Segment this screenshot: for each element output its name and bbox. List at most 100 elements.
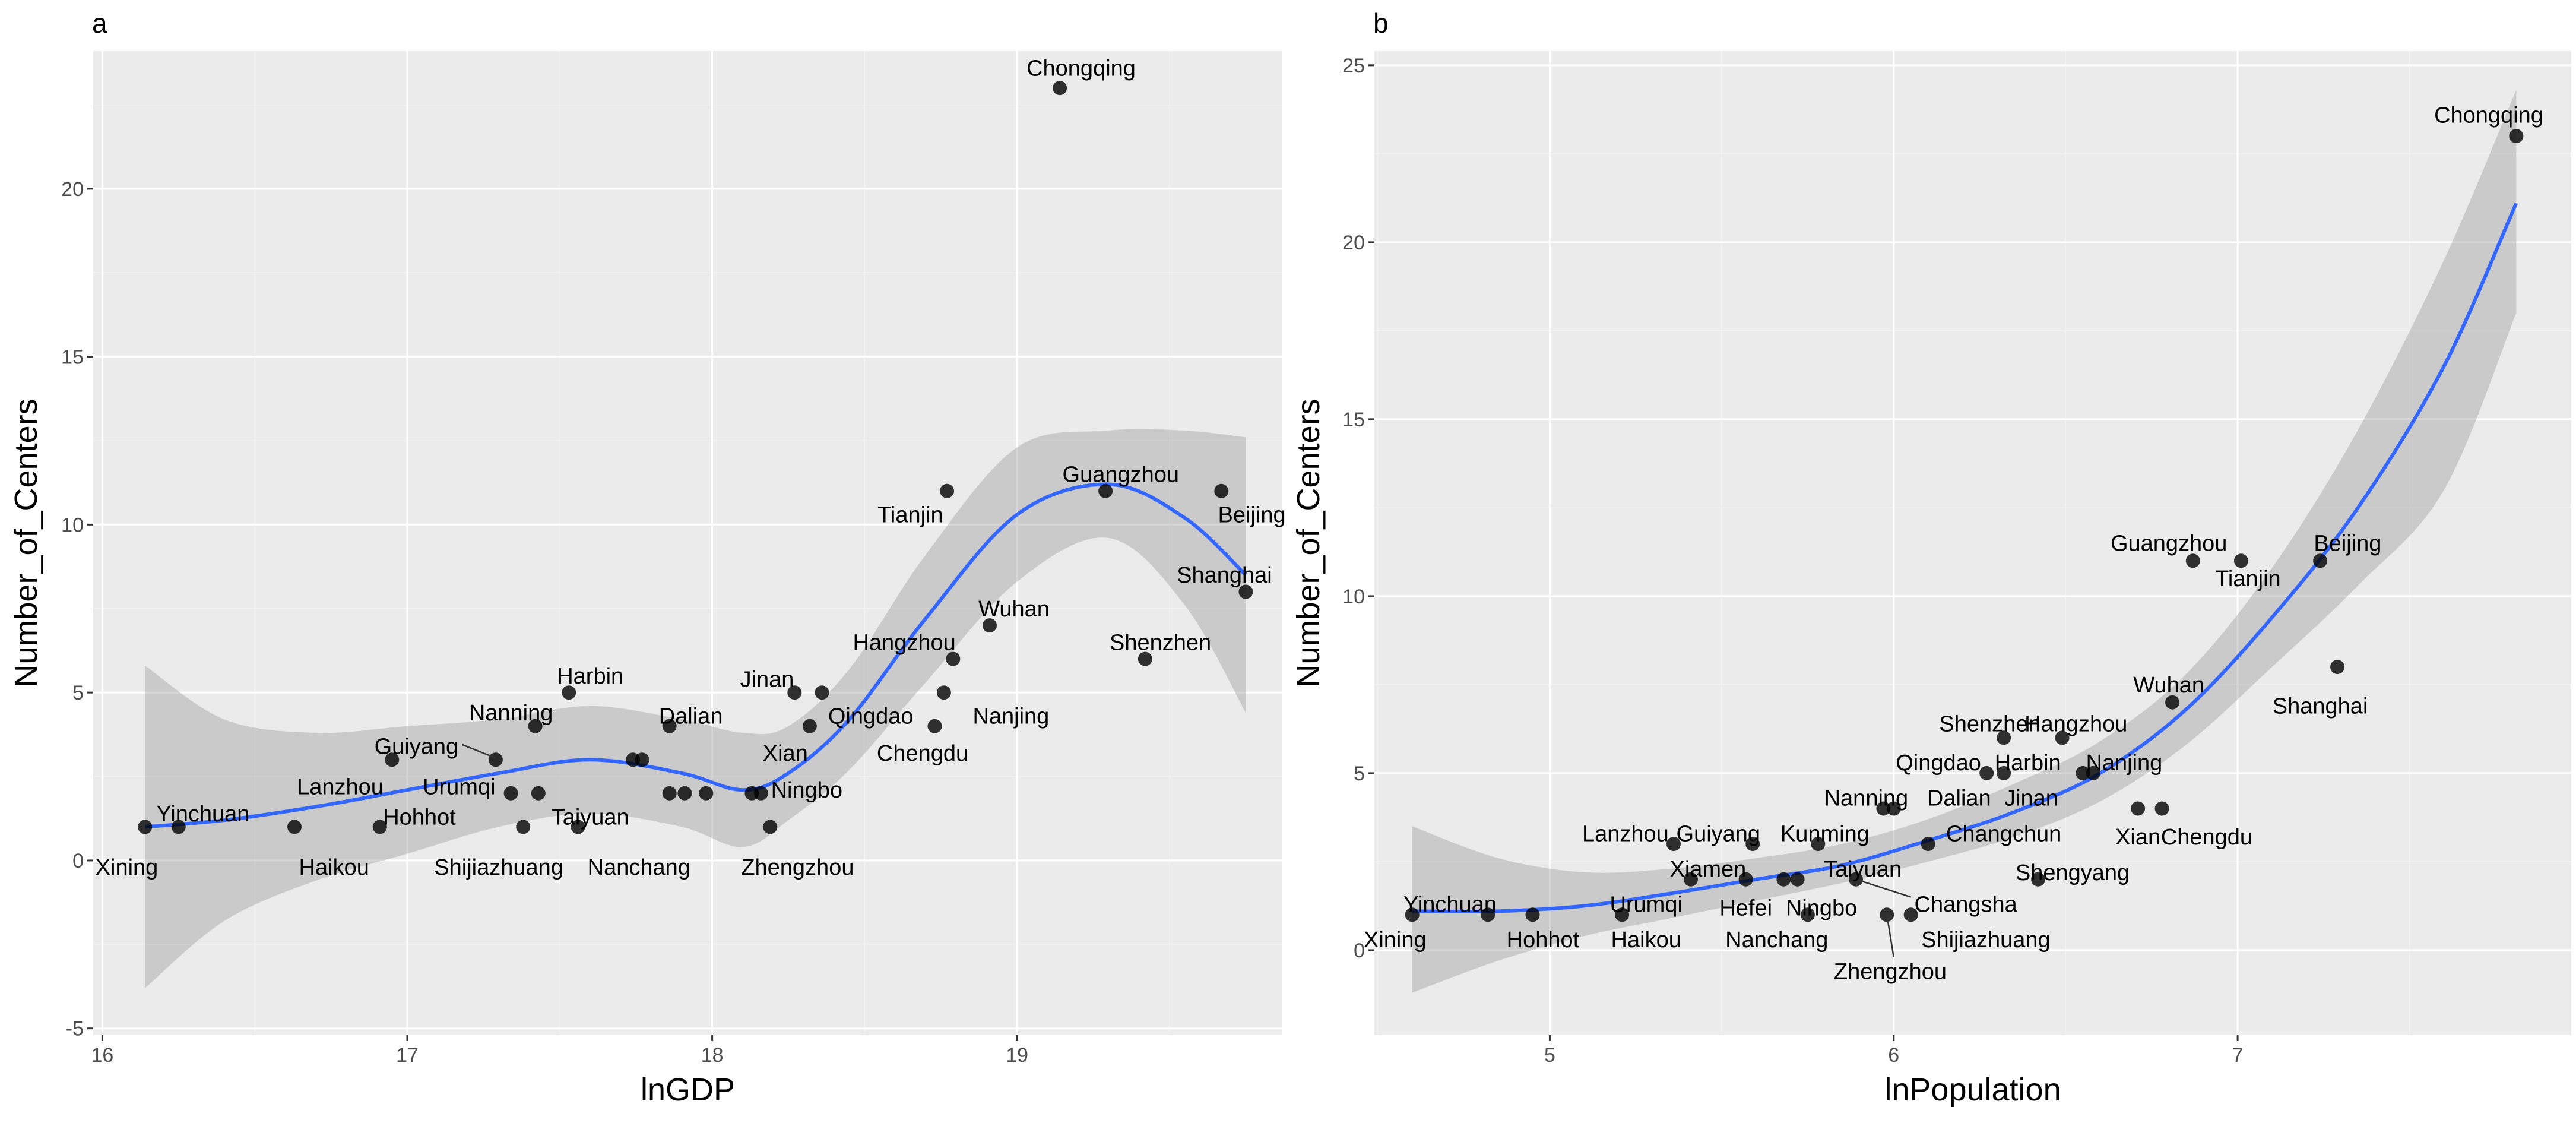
panel-b-points [1405,129,2524,922]
point-label: Hohhot [1507,928,1580,953]
data-point [1738,872,1753,887]
point-label: Guiyang [1677,821,1761,846]
data-point [1997,730,2011,745]
data-point [1405,907,1420,922]
data-point [787,685,802,700]
data-point [1053,81,1067,96]
data-point [2031,872,2046,887]
x-tick-label: 7 [2232,1044,2244,1067]
data-point [1790,872,1805,887]
y-tick-label: 0 [1354,939,1365,962]
data-point [562,685,576,700]
point-label: Ningbo [1786,896,1857,920]
data-point [138,820,153,834]
panel-a-y-axis-title: Number_of_Centers [8,398,44,687]
point-label: Shenzhen [1110,630,1211,655]
data-point [1876,801,1891,816]
data-point [1886,801,1901,816]
point-label: Guangzhou [2111,532,2228,556]
point-label: Nanjing [972,704,1049,729]
panel-b-x-ticks: 5 6 7 [1544,1035,2244,1067]
data-point [1525,907,1540,922]
panel-a-plot-background [93,51,1282,1035]
data-point [662,786,677,801]
point-label: Wuhan [2133,673,2204,698]
y-tick-label: 10 [1342,586,1365,608]
point-label: Xian [2115,825,2160,850]
data-point [2330,660,2345,675]
y-tick-label: 20 [1342,232,1365,254]
panel-a-gridlines [93,51,1282,1035]
data-point [940,483,955,498]
data-point [385,752,400,767]
data-point [1098,483,1113,498]
data-point [1745,837,1760,852]
data-point [1238,584,1253,599]
panel-a-points [138,81,1253,834]
data-point [2509,129,2524,144]
data-point [2233,553,2248,568]
panel-a-label-connectors [461,744,496,759]
panel-a: a Chongqing Tianjin Guangzhou Beijing Shangh… [8,8,1286,1108]
point-label: Jinan [2004,786,2058,811]
data-point [2313,553,2328,568]
point-label: Yinchuan [156,802,249,827]
point-label: Nanning [1824,786,1909,811]
point-label: Nanchang [588,855,690,880]
point-label: Chongqing [1026,56,1136,81]
x-tick-label: 16 [91,1044,113,1067]
y-tick-label: 20 [61,178,84,201]
data-point [927,719,942,733]
data-point [1997,765,2011,780]
data-point [1138,651,1152,666]
point-label: Zhengzhou [741,855,854,880]
data-point [946,651,961,666]
point-label: Taiyuan [1824,857,1902,882]
data-point [1849,872,1863,887]
y-tick-label: 15 [1342,409,1365,431]
y-tick-label: 0 [72,850,84,872]
point-label: Hohhot [383,805,456,830]
data-point [2076,765,2090,780]
data-point [1481,907,1495,922]
data-point [1903,907,1918,922]
data-point [677,786,692,801]
point-label: Shanghai [1177,563,1272,588]
data-point [763,820,778,834]
y-tick-label: 5 [72,682,84,704]
point-label: Shengyang [2016,861,2130,885]
point-label: Xiamen [1669,857,1746,882]
label-connector [461,744,496,759]
data-point [503,786,518,801]
y-tick-label: -5 [66,1018,84,1040]
point-label: Nanjing [2086,751,2162,776]
point-label: Changchun [1946,821,2061,846]
panel-a-x-axis-title: lnGDP [641,1072,735,1108]
point-label: Wuhan [978,597,1050,622]
panel-b-y-ticks: 0 5 10 15 20 25 [1342,55,1374,962]
y-tick-label: 5 [1354,763,1365,785]
data-point [1811,837,1826,852]
point-label: Haikou [1611,928,1681,953]
point-label: Xining [1364,928,1427,953]
point-label: Dalian [1927,786,1991,811]
point-label: Haikou [299,855,369,880]
point-label: Shenzhen [1939,712,2040,737]
data-point [2154,801,2169,816]
point-label: Zhengzhou [1834,960,1947,985]
point-label: Lanzhou [297,775,384,800]
data-point [2055,730,2070,745]
panel-b-plot-background [1374,51,2571,1035]
point-label: Hangzhou [2024,712,2127,737]
panel-a-smooth-line [145,482,1247,829]
panel-a-y-ticks: -5 0 5 10 15 20 [61,178,93,1040]
data-point [372,820,387,834]
data-point [1800,907,1815,922]
panel-b-x-axis-title: lnPopulation [1884,1072,2061,1108]
data-point [1214,483,1229,498]
panel-b-gridlines [1374,51,2571,1035]
panel-a-x-ticks: 16 17 18 19 [91,1035,1028,1067]
point-label: Beijing [2314,532,2381,556]
point-label: Hangzhou [853,630,955,655]
data-point [2131,801,2146,816]
